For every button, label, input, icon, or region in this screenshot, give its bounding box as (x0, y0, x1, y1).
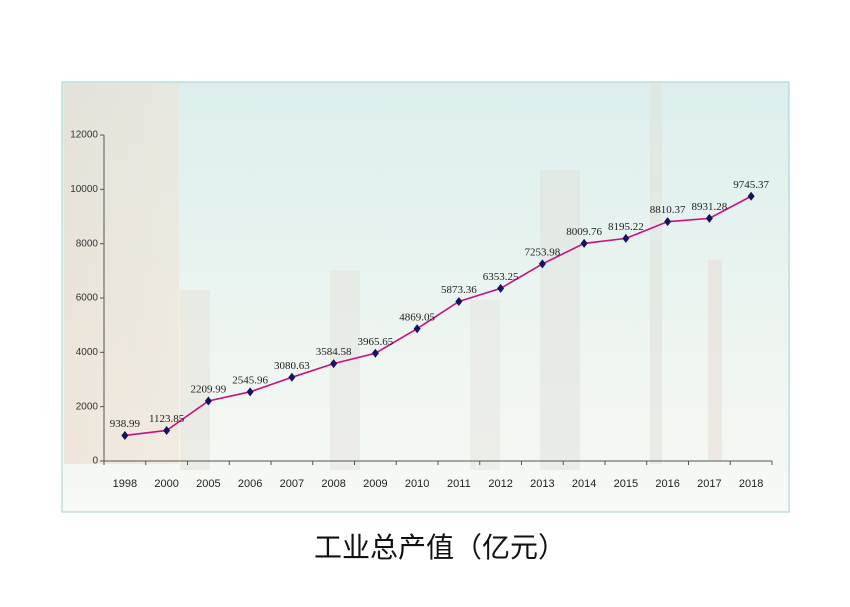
data-label: 9745.37 (733, 179, 769, 191)
x-tick-label: 2016 (655, 478, 679, 490)
background-image (64, 84, 722, 470)
data-label: 2545.96 (232, 374, 268, 386)
data-label: 3584.58 (316, 346, 352, 358)
x-tick-label: 2005 (196, 478, 220, 490)
y-tick-label: 2000 (76, 401, 99, 412)
marker (664, 217, 672, 227)
data-label: 8810.37 (650, 204, 686, 216)
x-tick-label: 2010 (405, 478, 429, 490)
data-label: 6353.25 (483, 271, 519, 283)
marker (538, 259, 546, 269)
marker (622, 233, 630, 243)
data-label: 3080.63 (274, 360, 310, 372)
marker (288, 372, 296, 382)
data-label: 8009.76 (566, 226, 602, 238)
line (124, 195, 752, 437)
y-tick-label: 0 (92, 456, 98, 467)
marker (413, 324, 421, 334)
data-label: 3965.65 (358, 336, 394, 348)
x-tick-label: 2008 (321, 478, 345, 490)
x-tick-label: 2018 (739, 478, 763, 490)
data-label: 1123.85 (149, 413, 185, 425)
x-tick-label: 2009 (363, 478, 387, 490)
x-tick-label: 2012 (488, 478, 512, 490)
marker (163, 425, 171, 435)
x-tick-label: 2011 (447, 478, 471, 490)
marker (204, 396, 212, 406)
data-label: 8931.28 (692, 201, 728, 213)
data-label: 2209.99 (191, 383, 227, 395)
marker (121, 430, 129, 440)
data-label: 5873.36 (441, 284, 477, 296)
y-tick-label: 10000 (70, 184, 98, 195)
marker (455, 296, 463, 306)
marker (580, 238, 588, 248)
x-tick-label: 1998 (113, 478, 137, 490)
marker (497, 283, 505, 293)
x-tick-label: 2013 (530, 478, 554, 490)
chart-title: 工业总产值（亿元） (314, 531, 566, 564)
data-label: 938.99 (110, 418, 141, 430)
x-tick-label: 2006 (238, 478, 262, 490)
y-tick-label: 6000 (76, 293, 99, 304)
y-tick-label: 4000 (76, 347, 99, 358)
x-tick-label: 2014 (572, 478, 596, 490)
marker (705, 213, 713, 223)
marker (330, 359, 338, 369)
marker (246, 387, 254, 397)
marker (747, 191, 755, 201)
x-tick-label: 2000 (154, 478, 178, 490)
x-tick-label: 2015 (614, 478, 638, 490)
y-tick-label: 12000 (70, 130, 98, 141)
data-label: 7253.98 (525, 246, 561, 258)
x-tick-label: 2007 (280, 478, 304, 490)
x-tick-label: 2017 (697, 478, 721, 490)
y-tick-label: 8000 (76, 238, 99, 249)
marker (371, 348, 379, 358)
data-label: 8195.22 (608, 221, 644, 233)
data-label: 4869.05 (399, 311, 435, 323)
